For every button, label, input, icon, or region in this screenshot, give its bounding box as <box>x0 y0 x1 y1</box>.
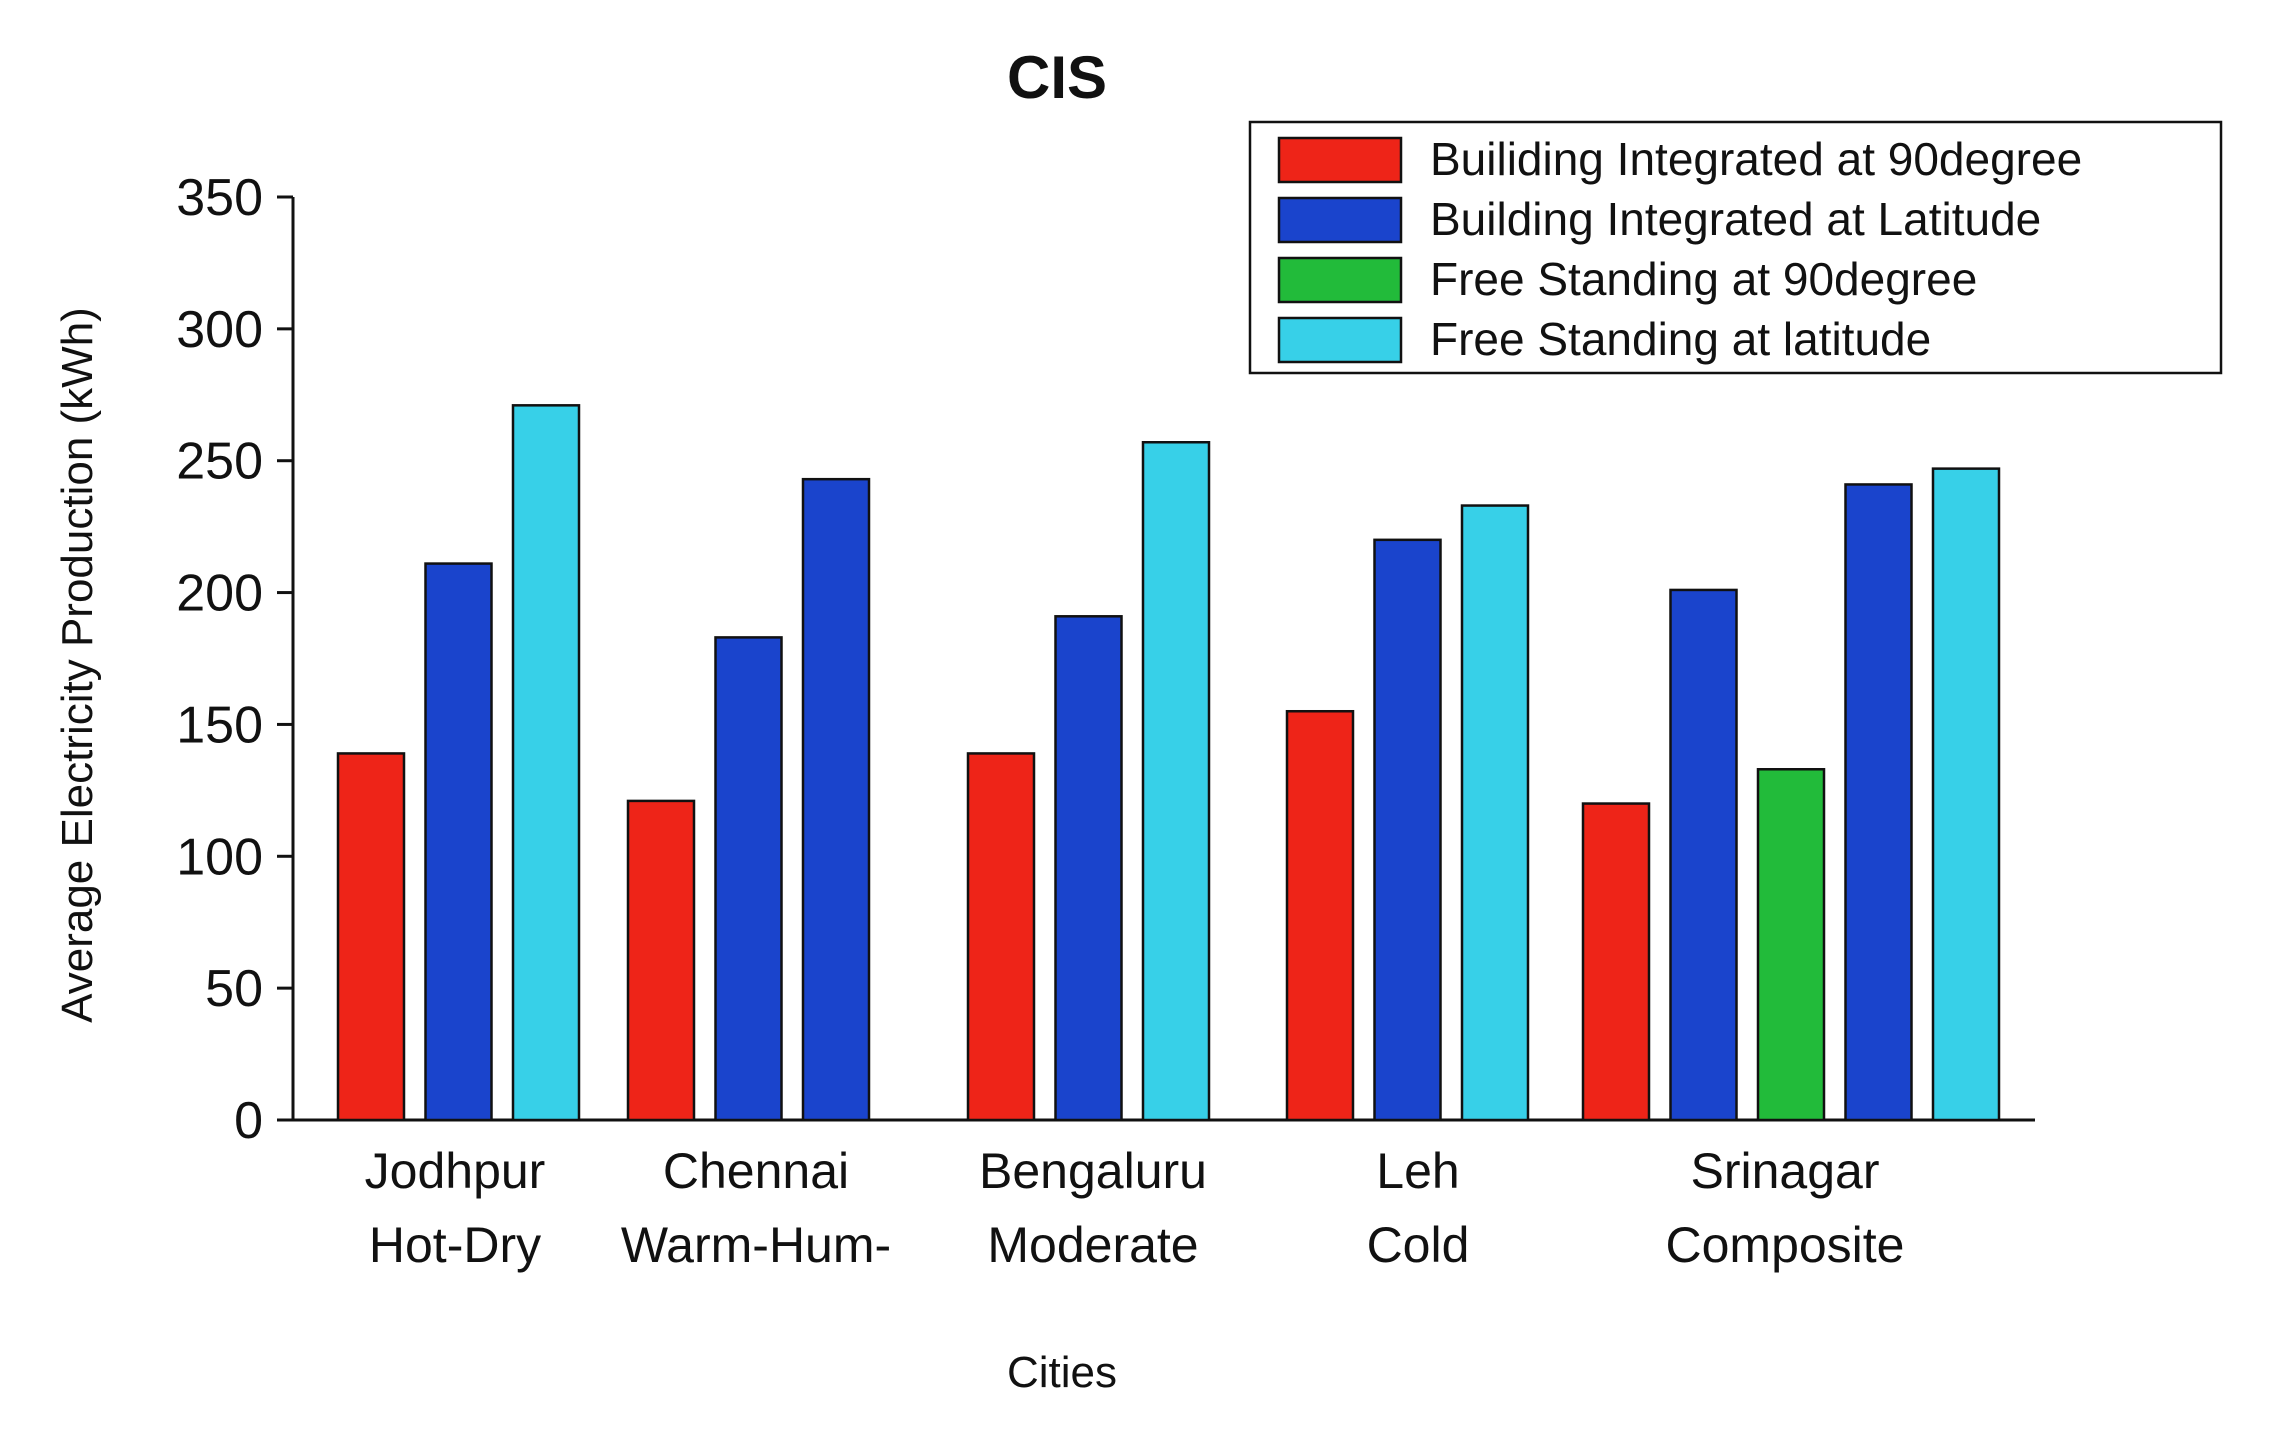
x-tick-label-city: Chennai <box>663 1143 849 1199</box>
legend-label: Building Integrated at Latitude <box>1430 193 2041 245</box>
legend: Builiding Integrated at 90degree Building… <box>1248 120 2223 375</box>
x-tick-label-city: Jodhpur <box>365 1143 546 1199</box>
bar-jodhpur-2 <box>424 562 493 1122</box>
bar-srinagar-2 <box>1669 588 1738 1122</box>
legend-swatch <box>1277 316 1403 364</box>
bar-bengaluru-3 <box>1141 441 1211 1122</box>
bar-leh-1 <box>1285 709 1355 1122</box>
x-tick-label-city: Leh <box>1376 1143 1459 1199</box>
x-tick-label-climate: Cold <box>1367 1217 1470 1273</box>
legend-label: Free Standing at latitude <box>1430 313 1931 365</box>
bar-bengaluru-2 <box>1054 615 1123 1122</box>
y-axis: 0 50 100 150 200 250 300 350 <box>176 169 295 1150</box>
y-tick-label: 50 <box>205 960 263 1018</box>
chart-title: CIS <box>1007 44 1107 111</box>
bar-chennai-2 <box>714 636 783 1122</box>
y-tick-label: 250 <box>176 433 263 491</box>
bar-srinagar-1 <box>1581 802 1651 1122</box>
category-labels: Jodhpur Hot-Dry Chennai Warm-Hum- Bengaluru M… <box>365 1143 1905 1273</box>
legend-label: Free Standing at 90degree <box>1430 253 1977 305</box>
bar-chennai-1 <box>626 799 696 1122</box>
y-axis-label: Average Electricity Production (kWh) <box>53 307 102 1023</box>
bar-jodhpur-3 <box>511 404 581 1122</box>
y-tick-label: 300 <box>176 301 263 359</box>
bar-leh-2 <box>1373 538 1442 1122</box>
y-tick-label: 150 <box>176 696 263 754</box>
bar-leh-3 <box>1460 504 1530 1122</box>
legend-swatch <box>1277 196 1403 244</box>
bar-bengaluru-1 <box>966 752 1036 1122</box>
x-tick-label-city: Bengaluru <box>979 1143 1207 1199</box>
y-tick-label: 200 <box>176 565 263 623</box>
legend-label: Builiding Integrated at 90degree <box>1430 133 2082 185</box>
legend-box <box>1248 120 2223 375</box>
bars <box>336 404 2001 1122</box>
x-tick-label-climate: Moderate <box>987 1217 1198 1273</box>
y-tick-label: 350 <box>176 169 263 227</box>
legend-swatch <box>1277 136 1403 184</box>
bar-jodhpur-1 <box>336 752 406 1122</box>
y-tick-label: 100 <box>176 828 263 886</box>
x-tick-label-climate: Warm-Hum- <box>621 1217 891 1273</box>
x-tick-label-climate: Hot-Dry <box>369 1217 541 1273</box>
bar-chennai-3 <box>801 477 871 1122</box>
x-tick-label-city: Srinagar <box>1691 1143 1880 1199</box>
y-tick-label: 0 <box>234 1092 263 1150</box>
bar-srinagar-5 <box>1931 467 2001 1122</box>
bar-srinagar-3 <box>1756 768 1826 1122</box>
x-tick-label-climate: Composite <box>1666 1217 1905 1273</box>
x-axis-label: Cities <box>1007 1348 1117 1397</box>
bar-srinagar-4 <box>1844 483 1913 1122</box>
legend-swatch <box>1277 256 1403 304</box>
